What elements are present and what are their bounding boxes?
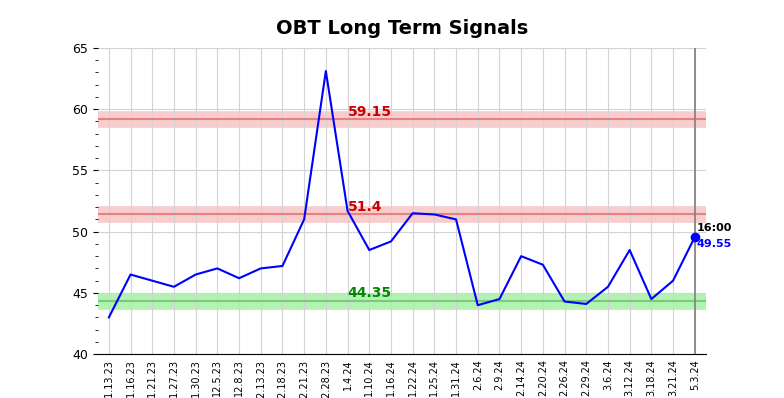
Text: 16:00: 16:00 — [697, 223, 732, 233]
Title: OBT Long Term Signals: OBT Long Term Signals — [276, 19, 528, 38]
Text: 44.35: 44.35 — [347, 286, 392, 300]
Text: 51.4: 51.4 — [347, 200, 382, 214]
Text: 49.55: 49.55 — [697, 239, 732, 249]
Text: 59.15: 59.15 — [347, 105, 392, 119]
